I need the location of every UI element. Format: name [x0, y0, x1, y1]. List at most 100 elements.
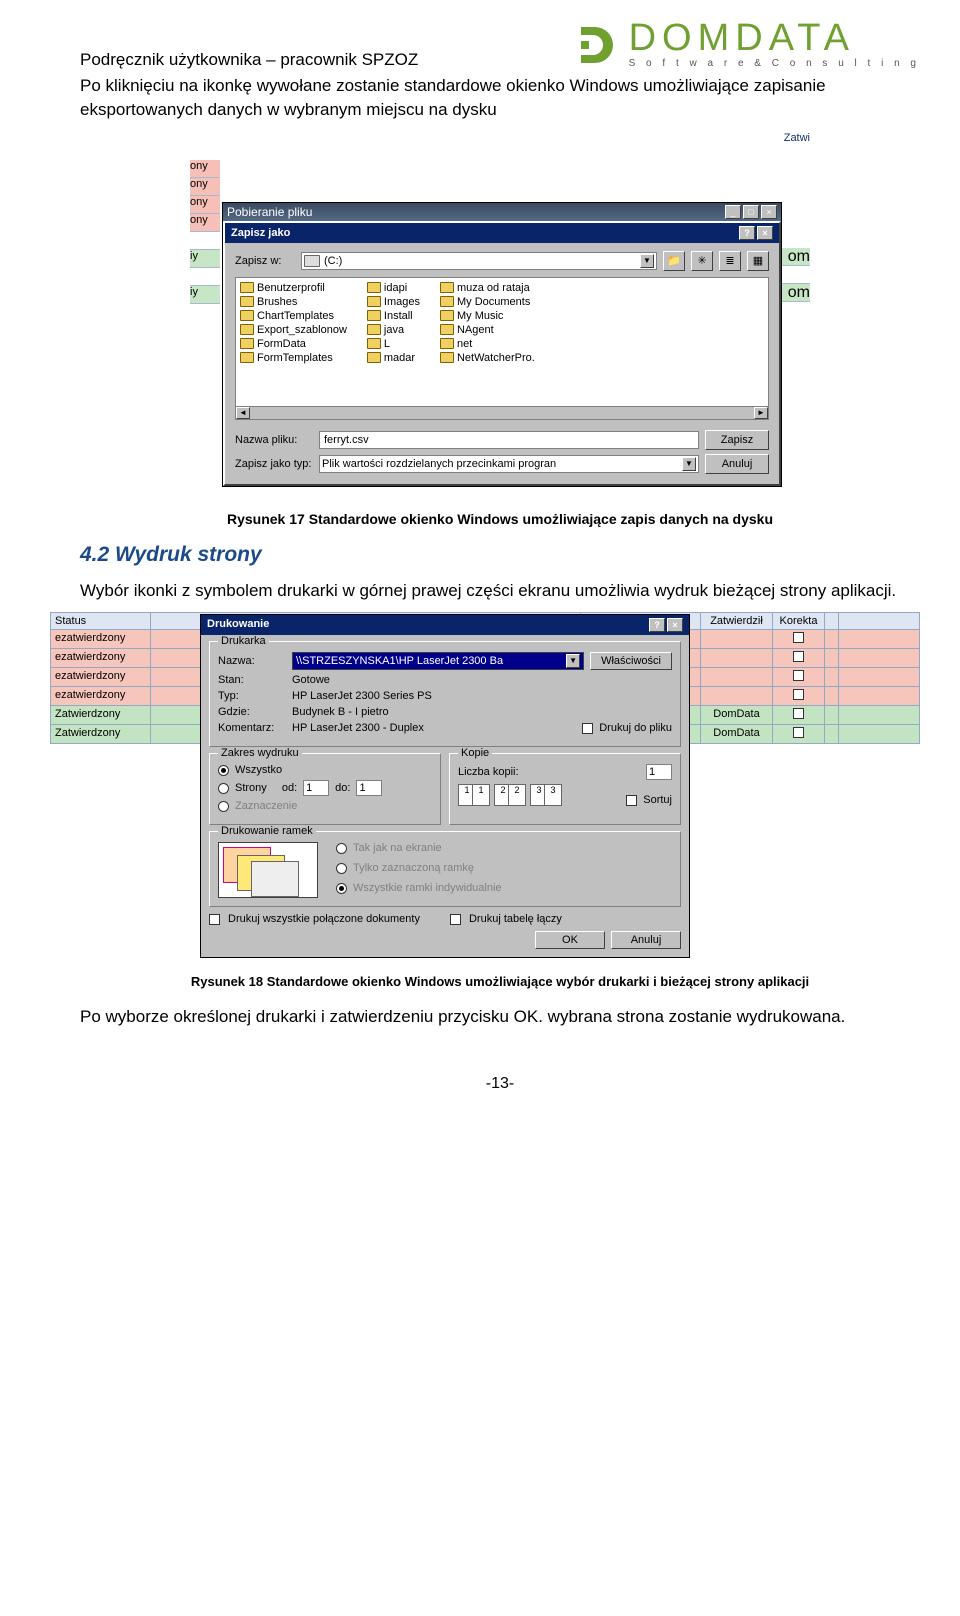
table-cell — [773, 630, 825, 648]
file-list[interactable]: Benutzerprofil Brushes ChartTemplates Expor… — [235, 277, 769, 407]
help-icon[interactable]: ? — [739, 226, 755, 240]
folder-item[interactable]: muza od rataja — [440, 282, 535, 294]
folder-item[interactable]: NetWatcherPro. — [440, 352, 535, 364]
folder-item[interactable]: FormTemplates — [240, 352, 347, 364]
folder-label: NAgent — [457, 324, 494, 336]
sort-checkbox[interactable] — [626, 795, 637, 806]
details-view-icon[interactable]: ▦ — [747, 251, 769, 271]
bg-frag-zatwi: Zatwi — [784, 132, 810, 144]
folder-item[interactable]: madar — [367, 352, 420, 364]
range-pages-label: Strony — [235, 782, 267, 794]
row-checkbox[interactable] — [793, 708, 804, 719]
comment-value: HP LaserJet 2300 - Duplex — [292, 722, 424, 734]
chevron-down-icon[interactable]: ▼ — [640, 254, 654, 268]
folder-icon — [367, 324, 381, 335]
table-cell: Zatwierdzony — [51, 725, 151, 743]
folder-icon — [240, 338, 254, 349]
row-checkbox[interactable] — [793, 727, 804, 738]
row-checkbox[interactable] — [793, 632, 804, 643]
folder-label: java — [384, 324, 404, 336]
folder-item[interactable]: java — [367, 324, 420, 336]
close-icon[interactable]: × — [667, 618, 683, 632]
filetype-combo[interactable]: Plik wartości rozdzielanych przecinkami … — [319, 455, 699, 473]
range-pages-radio[interactable] — [218, 783, 229, 794]
table-cell — [825, 725, 839, 743]
table-cell — [773, 649, 825, 667]
page-number: -13- — [80, 1075, 920, 1093]
logo-icon — [577, 23, 621, 67]
folder-icon — [367, 338, 381, 349]
range-all-radio[interactable] — [218, 765, 229, 776]
help-icon[interactable]: ? — [649, 618, 665, 632]
ok-button[interactable]: OK — [535, 931, 605, 949]
printer-name-combo[interactable]: \\STRZESZYNSKA1\HP LaserJet 2300 Ba ▼ — [292, 652, 584, 670]
state-value: Gotowe — [292, 674, 330, 686]
row-checkbox[interactable] — [793, 651, 804, 662]
close-icon[interactable]: × — [761, 205, 777, 219]
row-checkbox[interactable] — [793, 689, 804, 700]
from-input[interactable] — [303, 780, 329, 796]
print-linked-checkbox[interactable] — [209, 914, 220, 925]
folder-icon — [367, 296, 381, 307]
chevron-down-icon[interactable]: ▼ — [566, 654, 580, 668]
folder-item[interactable]: idapi — [367, 282, 420, 294]
list-view-icon[interactable]: ≣ — [719, 251, 741, 271]
print-to-file-checkbox[interactable] — [582, 723, 593, 734]
folder-item[interactable]: L — [367, 338, 420, 350]
logo: DOMDATA S o f t w a r e & C o n s u l t … — [577, 20, 920, 69]
print-linked-label: Drukuj wszystkie połączone dokumenty — [228, 913, 420, 925]
folder-item[interactable]: Install — [367, 310, 420, 322]
column-header: Zatwierdził — [701, 613, 773, 629]
folder-label: Export_szablonow — [257, 324, 347, 336]
range-all-label: Wszystko — [235, 764, 282, 776]
folder-item[interactable]: Images — [367, 296, 420, 308]
save-in-combo[interactable]: (C:) ▼ — [301, 252, 657, 270]
folder-item[interactable]: My Music — [440, 310, 535, 322]
up-folder-icon[interactable]: 📁 — [663, 251, 685, 271]
frames-all-radio — [336, 883, 347, 894]
folder-label: Brushes — [257, 296, 297, 308]
close-icon[interactable]: × — [757, 226, 773, 240]
filename-input[interactable]: ferryt.csv — [319, 431, 699, 449]
folder-label: net — [457, 338, 472, 350]
folder-item[interactable]: NAgent — [440, 324, 535, 336]
print-link-table-checkbox[interactable] — [450, 914, 461, 925]
window-title: Pobieranie pliku — [227, 205, 312, 219]
to-input[interactable] — [356, 780, 382, 796]
folder-item[interactable]: Export_szablonow — [240, 324, 347, 336]
cancel-button[interactable]: Anuluj — [705, 454, 769, 474]
filetype-value: Plik wartości rozdzielanych przecinkami … — [322, 458, 556, 470]
copies-input[interactable] — [646, 764, 672, 780]
folder-item[interactable]: Benutzerprofil — [240, 282, 347, 294]
row-checkbox[interactable] — [793, 670, 804, 681]
cancel-button[interactable]: Anuluj — [611, 931, 681, 949]
saveas-titlebar: Zapisz jako ? × — [225, 223, 779, 243]
save-button[interactable]: Zapisz — [705, 430, 769, 450]
logo-name: DOMDATA — [629, 20, 920, 56]
maximize-icon[interactable]: □ — [743, 205, 759, 219]
frame-preview-icon — [218, 842, 318, 898]
scroll-right-icon[interactable]: ► — [754, 407, 768, 419]
table-cell — [825, 630, 839, 648]
folder-item[interactable]: FormData — [240, 338, 347, 350]
chevron-down-icon[interactable]: ▼ — [682, 457, 696, 471]
minimize-icon[interactable]: _ — [725, 205, 741, 219]
folder-item[interactable]: ChartTemplates — [240, 310, 347, 322]
scroll-left-icon[interactable]: ◄ — [236, 407, 250, 419]
table-cell — [701, 687, 773, 705]
bg-fragment: om — [782, 284, 810, 302]
saveas-title: Zapisz jako — [231, 227, 290, 239]
table-cell: Zatwierdzony — [51, 706, 151, 724]
bg-fragment — [190, 232, 220, 250]
horizontal-scrollbar[interactable]: ◄ ► — [235, 406, 769, 420]
folder-item[interactable]: net — [440, 338, 535, 350]
folder-icon — [367, 352, 381, 363]
window-titlebar: Pobieranie pliku _ □ × — [223, 203, 781, 221]
save-in-label: Zapisz w: — [235, 255, 295, 267]
properties-button[interactable]: Właściwości — [590, 652, 672, 670]
column-header — [825, 613, 839, 629]
new-folder-icon[interactable]: ✳ — [691, 251, 713, 271]
bg-fragment: om — [782, 248, 810, 266]
folder-item[interactable]: Brushes — [240, 296, 347, 308]
folder-item[interactable]: My Documents — [440, 296, 535, 308]
